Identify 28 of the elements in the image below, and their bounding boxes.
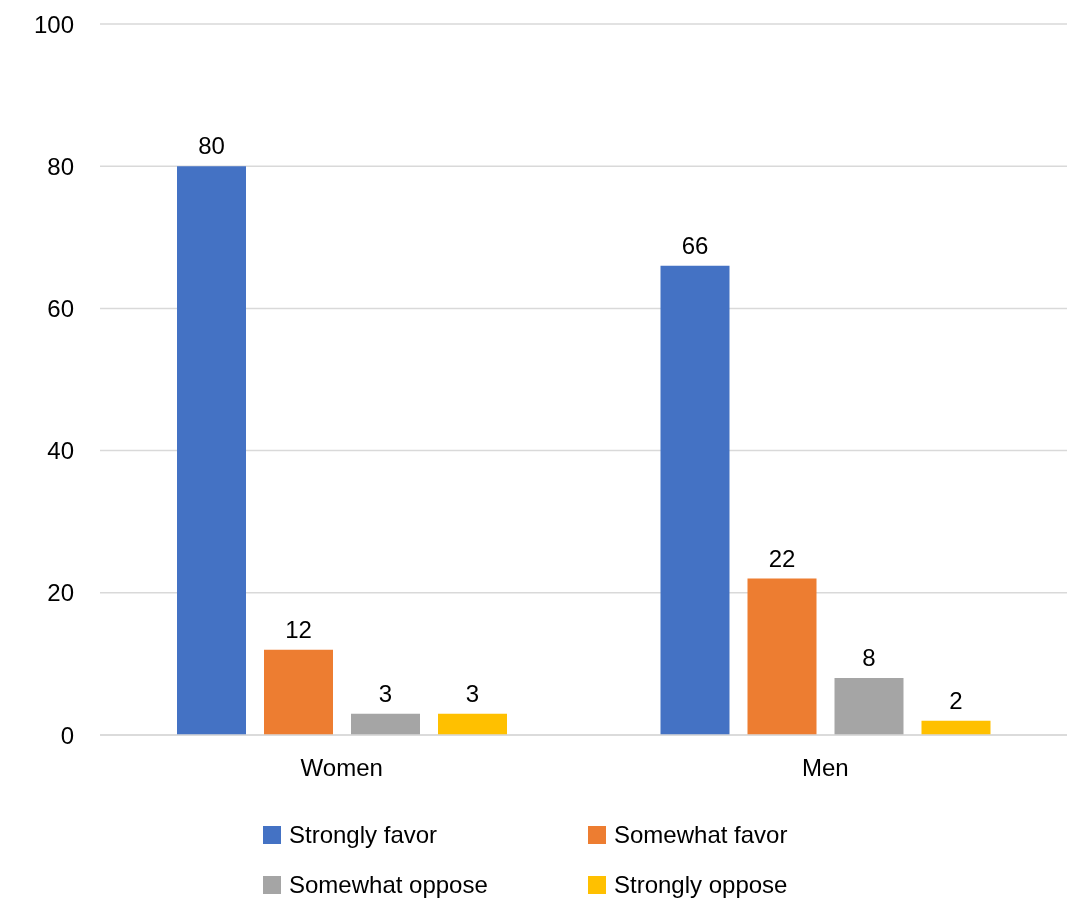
y-tick-label: 100 xyxy=(33,10,74,38)
legend-label: Strongly oppose xyxy=(614,871,788,899)
bar xyxy=(660,265,730,735)
data-label: 12 xyxy=(285,615,312,643)
x-tick-label: Men xyxy=(801,754,849,782)
bar xyxy=(438,713,507,735)
data-label: 22 xyxy=(768,544,796,572)
y-tick-label: 40 xyxy=(47,437,74,465)
legend-label: Somewhat oppose xyxy=(289,871,488,899)
y-tick-label: 20 xyxy=(47,579,74,607)
data-label: 8 xyxy=(862,644,876,672)
x-tick-label: Women xyxy=(300,754,383,782)
bar xyxy=(264,649,333,735)
data-label: 66 xyxy=(681,231,709,259)
data-label: 80 xyxy=(198,132,225,160)
bar xyxy=(747,578,817,735)
legend-label: Somewhat favor xyxy=(614,821,788,849)
y-tick-label: 60 xyxy=(47,294,74,322)
bar xyxy=(834,678,904,735)
y-tick-label: 80 xyxy=(47,152,74,180)
data-label: 3 xyxy=(378,679,393,707)
bar xyxy=(921,720,991,735)
y-tick-label: 0 xyxy=(60,721,74,749)
data-label: 2 xyxy=(949,686,963,714)
data-label: 3 xyxy=(465,679,480,707)
bar xyxy=(177,166,246,735)
bar xyxy=(351,713,420,735)
legend-label: Strongly favor xyxy=(289,821,438,849)
